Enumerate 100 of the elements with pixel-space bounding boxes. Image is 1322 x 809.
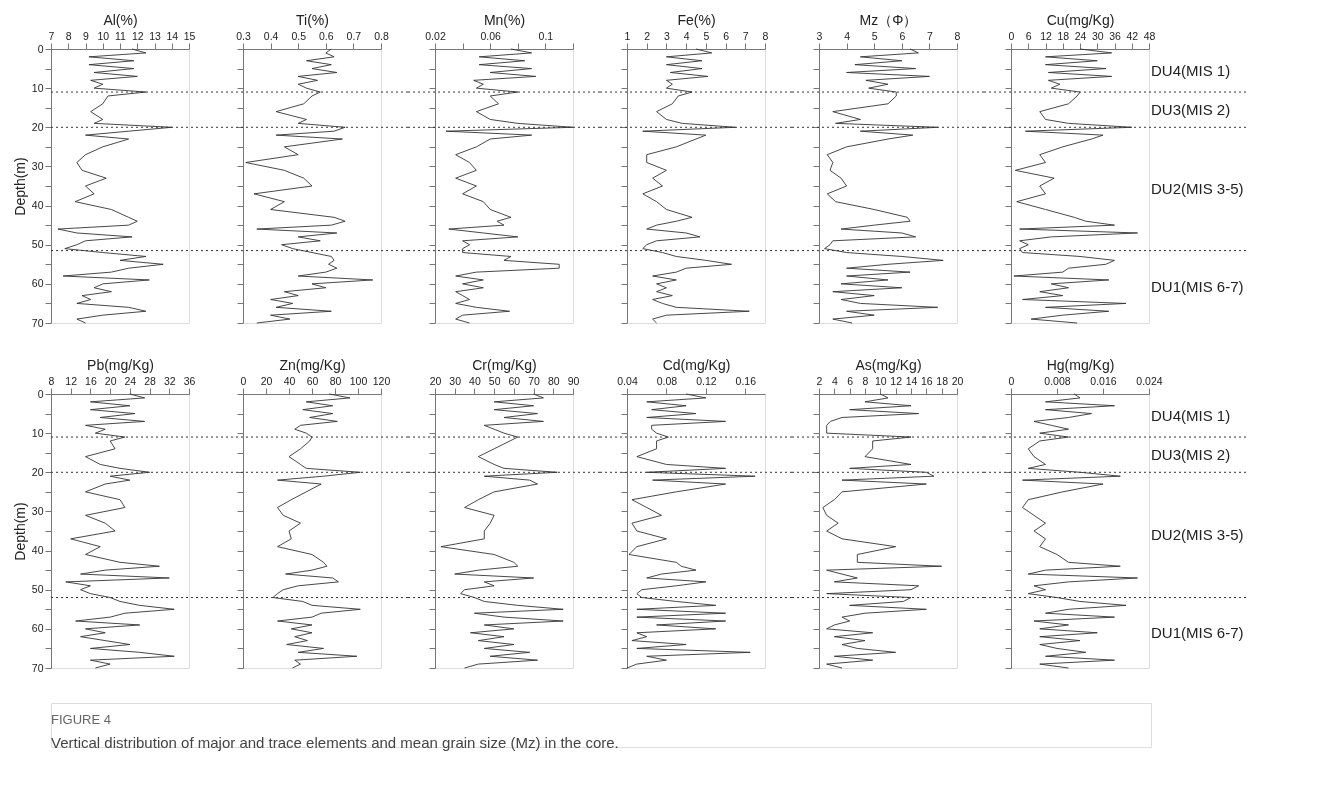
y-tick-label: 50 (31, 238, 44, 251)
x-tick-label: 20 (951, 374, 964, 387)
x-axis-title: Mz（Φ） (859, 11, 918, 28)
text: DU3(MIS 2) (1151, 100, 1231, 118)
x-tick-label: 10 (97, 29, 110, 42)
x-tick-label: 24 (124, 374, 137, 387)
x-tick-label: 0 (1008, 29, 1015, 42)
text: DU2(MIS 3-5) (1151, 525, 1244, 543)
x-tick-label: 13 (149, 29, 161, 42)
x-tick-label: 0.024 (1136, 374, 1163, 387)
x-tick-label: 0.04 (617, 374, 638, 387)
x-tick-label: 20 (104, 374, 117, 387)
x-tick-label: 80 (547, 374, 560, 387)
x-tick-label: 6 (723, 29, 730, 42)
x-axis-title: Cu(mg/Kg) (1046, 11, 1115, 28)
x-axis-title: Hg(mg/Kg) (1046, 356, 1115, 373)
x-tick-label: 12 (1040, 29, 1052, 42)
x-tick-label: 9 (83, 29, 90, 42)
x-tick-label: 0.06 (480, 29, 502, 42)
text: DU3(MIS 2) (1151, 445, 1231, 463)
text: DU1(MIS 6-7) (1151, 277, 1244, 295)
x-tick-label: 7 (48, 29, 55, 42)
text: DU1(MIS 6-7) (1151, 623, 1244, 641)
y-tick-label: 10 (31, 81, 44, 94)
x-tick-label: 12 (65, 374, 78, 387)
x-tick-label: 0.3 (236, 29, 251, 42)
y-tick-label: 60 (31, 622, 44, 635)
x-tick-label: 18 (1057, 29, 1070, 42)
x-tick-label: 0.1 (538, 29, 554, 42)
y-axis-title: Depth(m) (11, 157, 28, 216)
x-tick-label: 2 (816, 374, 823, 387)
x-tick-label: 4 (844, 29, 851, 42)
x-tick-label: 32 (163, 374, 176, 387)
x-tick-label: 20 (429, 374, 442, 387)
x-tick-label: 0.4 (263, 29, 279, 42)
x-tick-label: 8 (65, 29, 72, 42)
x-tick-label: 4 (831, 374, 838, 387)
x-tick-label: 10 (874, 374, 887, 387)
text: Vertical distribution of major and trace elements and mean grain size (Mz) in the core. (51, 734, 619, 751)
x-tick-label: 30 (1091, 29, 1104, 42)
x-tick-label: 6 (1025, 29, 1032, 42)
y-axis-title: Depth(m) (11, 502, 28, 561)
y-tick-label: 30 (31, 159, 44, 172)
x-axis-title: Cd(mg/Kg) (662, 356, 731, 373)
x-axis-title: Zn(mg/Kg) (279, 356, 346, 373)
y-tick-label: 20 (31, 465, 44, 478)
x-tick-label: 7 (742, 29, 749, 42)
x-tick-label: 1 (624, 29, 631, 42)
x-tick-label: 3 (816, 29, 823, 42)
x-tick-label: 0.08 (656, 374, 678, 387)
x-axis-title: Ti(%) (296, 11, 329, 28)
x-tick-label: 6 (847, 374, 854, 387)
y-tick-label: 0 (37, 42, 44, 55)
x-tick-label: 40 (469, 374, 481, 387)
x-tick-label: 0 (240, 374, 247, 387)
x-tick-label: 0.7 (346, 29, 362, 42)
x-tick-label: 60 (306, 374, 319, 387)
x-axis-title: Fe(%) (677, 11, 716, 28)
caption: FIGURE 4 (51, 712, 111, 727)
y-tick-label: 60 (31, 277, 44, 290)
x-tick-label: 0.6 (319, 29, 334, 42)
x-tick-label: 15 (183, 29, 196, 42)
x-tick-label: 42 (1126, 29, 1139, 42)
y-tick-label: 20 (31, 120, 44, 133)
text: DU4(MIS 1) (1151, 61, 1231, 79)
x-tick-label: 5 (871, 29, 878, 42)
x-tick-label: 0.8 (374, 29, 389, 42)
x-tick-label: 0.5 (291, 29, 307, 42)
y-tick-label: 40 (31, 544, 44, 557)
y-tick-label: 40 (31, 199, 44, 212)
x-axis-title: Mn(%) (483, 11, 526, 28)
x-axis-title: Pb(mg/Kg) (87, 356, 154, 373)
x-axis-title: As(mg/Kg) (855, 356, 922, 373)
x-tick-label: 36 (1109, 29, 1121, 42)
x-tick-label: 8 (954, 29, 961, 42)
x-tick-label: 36 (183, 374, 196, 387)
x-axis-title: Al(%) (103, 11, 138, 28)
x-tick-label: 0.02 (425, 29, 446, 42)
x-tick-label: 3 (664, 29, 671, 42)
y-tick-label: 30 (31, 504, 44, 517)
x-tick-label: 48 (1143, 29, 1156, 42)
x-axis-title: Cr(mg/Kg) (472, 356, 537, 373)
y-tick-label: 50 (31, 583, 44, 596)
x-tick-label: 8 (48, 374, 55, 387)
x-tick-label: 12 (890, 374, 903, 387)
text: DU2(MIS 3-5) (1151, 179, 1244, 197)
x-tick-label: 100 (349, 374, 368, 387)
x-tick-label: 28 (144, 374, 157, 387)
x-tick-label: 18 (936, 374, 949, 387)
x-tick-label: 2 (644, 29, 651, 42)
x-tick-label: 5 (703, 29, 710, 42)
x-tick-label: 6 (899, 29, 906, 42)
x-tick-label: 40 (283, 374, 296, 387)
x-tick-label: 14 (166, 29, 179, 42)
x-tick-label: 60 (508, 374, 521, 387)
y-tick-label: 70 (31, 316, 44, 329)
x-tick-label: 0.16 (735, 374, 757, 387)
y-tick-label: 70 (31, 661, 44, 674)
text: DU4(MIS 1) (1151, 406, 1231, 424)
x-tick-label: 8 (762, 29, 769, 42)
